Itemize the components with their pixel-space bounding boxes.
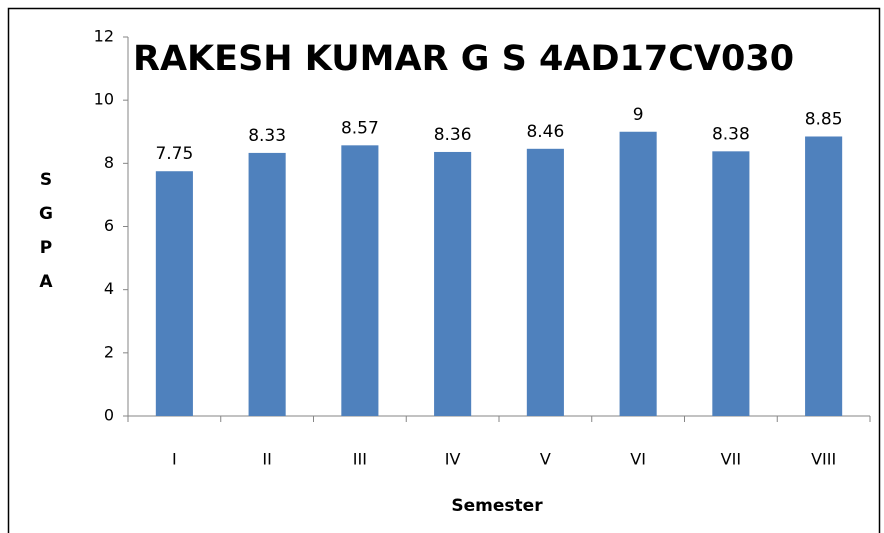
y-tick-label: 2 xyxy=(104,342,114,361)
data-label: 7.75 xyxy=(155,144,193,164)
data-label: 8.36 xyxy=(434,125,472,145)
bar xyxy=(341,145,379,417)
y-tick-label: 10 xyxy=(94,90,114,109)
x-tick-label: II xyxy=(262,450,271,469)
x-tick-label: VII xyxy=(721,450,741,469)
y-axis-label: SGPA xyxy=(36,170,56,306)
bar xyxy=(526,148,564,416)
data-label: 8.38 xyxy=(712,124,750,144)
bar xyxy=(248,152,286,416)
x-axis-label: Semester xyxy=(451,496,543,516)
x-tick-label: III xyxy=(353,450,367,469)
bar xyxy=(155,171,193,416)
x-tick-label: IV xyxy=(445,450,461,469)
bar xyxy=(712,151,750,416)
y-tick-label: 6 xyxy=(104,216,114,235)
frame xyxy=(7,7,881,533)
x-tick-label: V xyxy=(540,450,551,469)
chart-title: RAKESH KUMAR G S 4AD17CV030 xyxy=(133,39,794,79)
x-tick-label: VIII xyxy=(811,450,836,469)
bar xyxy=(434,151,472,417)
y-tick-label: 4 xyxy=(104,279,114,298)
data-label: 8.33 xyxy=(248,126,286,146)
data-label: 8.57 xyxy=(341,118,379,138)
y-tick-label: 12 xyxy=(94,27,114,46)
data-label: 8.85 xyxy=(805,109,843,129)
bar xyxy=(619,131,657,416)
bar xyxy=(805,136,843,417)
x-tick-label: VI xyxy=(630,450,646,469)
y-tick-label: 0 xyxy=(104,406,114,425)
data-label: 8.46 xyxy=(526,122,564,142)
y-tick-label: 8 xyxy=(104,153,114,172)
data-label: 9 xyxy=(633,105,644,125)
x-tick-label: I xyxy=(172,450,177,469)
